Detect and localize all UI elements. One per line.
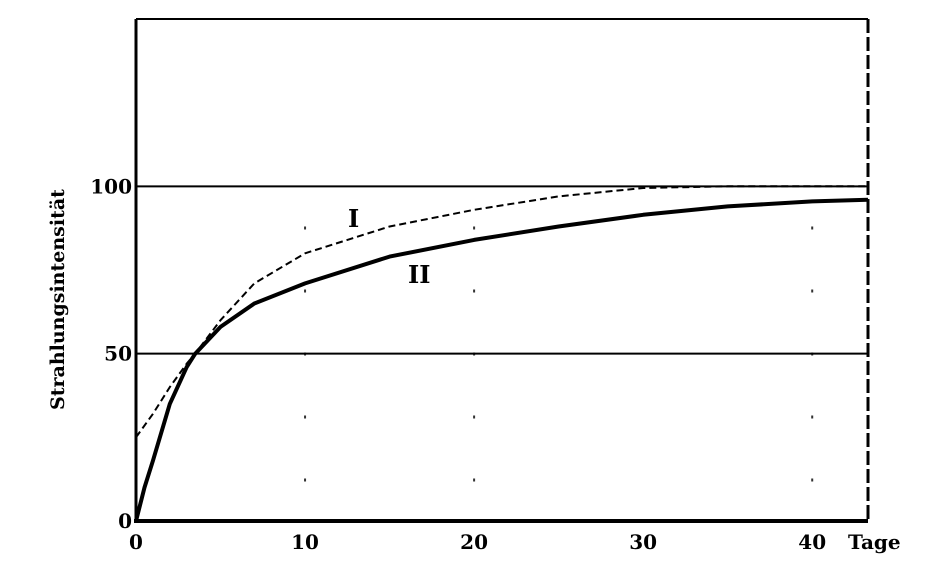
series-label-I: I (348, 204, 359, 233)
y-tick-label: 50 (104, 342, 132, 366)
y-tick-label: 0 (118, 509, 132, 533)
x-tick-label: 10 (291, 530, 319, 554)
series-line-II (134, 197, 869, 522)
x-tick-label: 0 (129, 530, 143, 554)
gridlines (136, 185, 868, 521)
x-tick-labels: 0 10 20 30 40 (129, 530, 826, 554)
y-axis-label: Strahlungsintensität (47, 189, 69, 410)
series-label-II: II (408, 260, 430, 289)
x-tick-label: 30 (629, 530, 657, 554)
y-tick-labels: 0 50 100 (90, 174, 132, 533)
x-tick-label: 20 (460, 530, 488, 554)
series-group (134, 185, 869, 522)
x-tick-label: 40 (798, 530, 826, 554)
series-line-I (135, 185, 868, 438)
plot-frame (134, 18, 870, 523)
y-tick-label: 100 (90, 174, 132, 198)
x-axis-label: Tage (848, 530, 901, 554)
